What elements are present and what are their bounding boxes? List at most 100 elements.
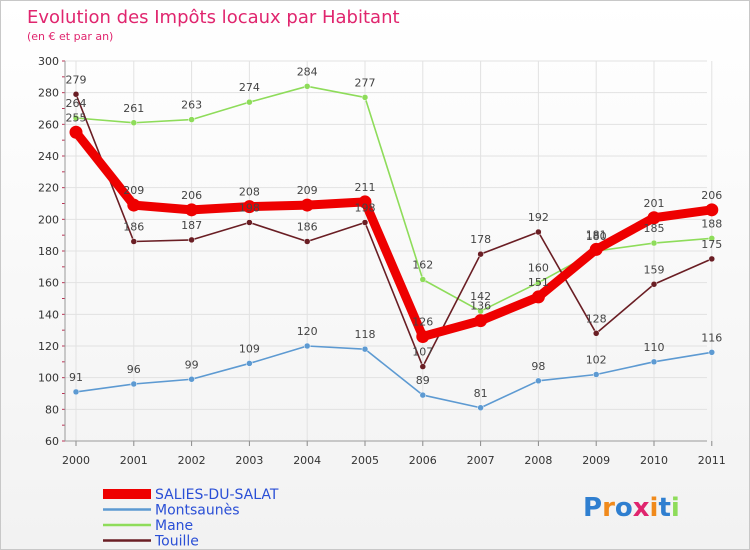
data-point [419,276,427,283]
data-point [535,377,542,385]
data-point [650,281,658,288]
data-point [474,314,488,328]
data-point [130,119,138,126]
data-point [188,376,195,383]
data-label: 91 [69,371,83,384]
data-label: 206 [181,189,202,202]
data-point [419,363,427,370]
data-point [535,279,542,286]
data-label: 118 [355,328,376,341]
data-point [477,250,484,258]
x-tick-label: 2002 [178,454,206,467]
data-point [592,330,600,337]
data-label: 120 [297,325,318,338]
data-label: 151 [528,276,549,289]
data-label: 110 [644,341,665,354]
y-tick-label: 260 [38,118,59,131]
data-label: 209 [297,184,318,197]
data-point [647,211,661,225]
y-axis-ticks: 60 80 100 120 140 160 180 200 220 240 260 280 300 [38,55,59,448]
data-label: 81 [474,387,488,400]
data-point [416,330,430,343]
data-point [650,358,658,366]
data-label: 263 [181,99,202,112]
axes [62,60,713,446]
y-tick-label: 200 [38,213,59,226]
data-label: 159 [644,263,665,276]
data-label: 89 [416,374,430,387]
data-label: 188 [701,217,722,230]
series-line-montsaunes [75,345,713,409]
x-tick-label: 2006 [409,454,437,467]
y-tick-label: 160 [38,277,59,290]
legend-label: Montsaunès [155,503,240,519]
data-point [650,239,658,247]
data-label: 279 [66,73,87,86]
series-line-touille [75,93,713,368]
x-tick-label: 2010 [640,454,668,467]
series-layer [69,83,719,411]
logo-text: Proxiti [583,493,680,523]
series-line-salies-du-salat [71,127,717,341]
y-tick-label: 180 [38,245,59,258]
x-tick-label: 2004 [293,454,321,467]
data-point [246,98,253,106]
data-point [705,203,719,217]
data-label: 211 [355,181,376,194]
y-tick-label: 220 [38,182,59,195]
data-label: 201 [644,197,665,210]
x-tick-label: 2008 [524,454,552,467]
legend-label: Mane [155,518,193,534]
chart-title: Evolution des Impôts locaux par Habitant [27,7,400,28]
data-point [708,349,716,356]
data-labels: 255 209 206 208 209 211 126 136 151 181 201 206 91 96… [66,65,723,399]
data-point [361,219,369,226]
y-tick-label: 280 [38,87,59,100]
data-label: 185 [644,222,665,235]
data-point [246,360,253,367]
data-point [531,290,545,304]
data-point [477,404,484,411]
data-point [188,236,195,244]
data-label: 128 [586,312,607,325]
y-tick-label: 120 [38,340,59,353]
data-label: 136 [470,300,491,313]
data-label: 198 [239,202,260,215]
data-label: 209 [123,184,144,197]
y-tick-label: 240 [38,150,59,163]
data-point [127,198,141,212]
y-tick-label: 60 [45,435,59,448]
data-label: 142 [470,290,491,303]
data-point [303,342,311,350]
x-tick-label: 2000 [62,454,90,467]
data-point [708,235,716,242]
data-label: 180 [586,230,607,243]
data-label: 175 [701,238,722,251]
data-point [589,242,603,256]
data-label: 284 [297,65,318,78]
x-tick-label: 2007 [467,454,495,467]
data-label: 208 [239,186,260,199]
data-label: 107 [412,346,433,359]
data-point [708,255,716,263]
proxiti-logo: Proxiti [583,493,680,523]
data-label: 206 [701,189,722,202]
x-tick-label: 2003 [235,454,263,467]
y-tick-label: 80 [45,403,59,416]
data-label: 109 [239,342,260,355]
data-label: 98 [531,360,545,373]
chart-subtitle: (en € et par an) [27,30,113,43]
data-label: 181 [586,228,607,241]
data-label: 186 [297,221,318,234]
data-point [72,114,80,122]
data-point [358,195,372,209]
data-label: 178 [470,233,491,246]
data-label: 192 [528,211,549,224]
data-point [592,371,600,378]
x-tick-label: 2005 [351,454,379,467]
data-point [130,238,138,245]
x-tick-label: 2009 [582,454,610,467]
data-point [361,94,369,101]
data-label: 126 [412,316,433,329]
